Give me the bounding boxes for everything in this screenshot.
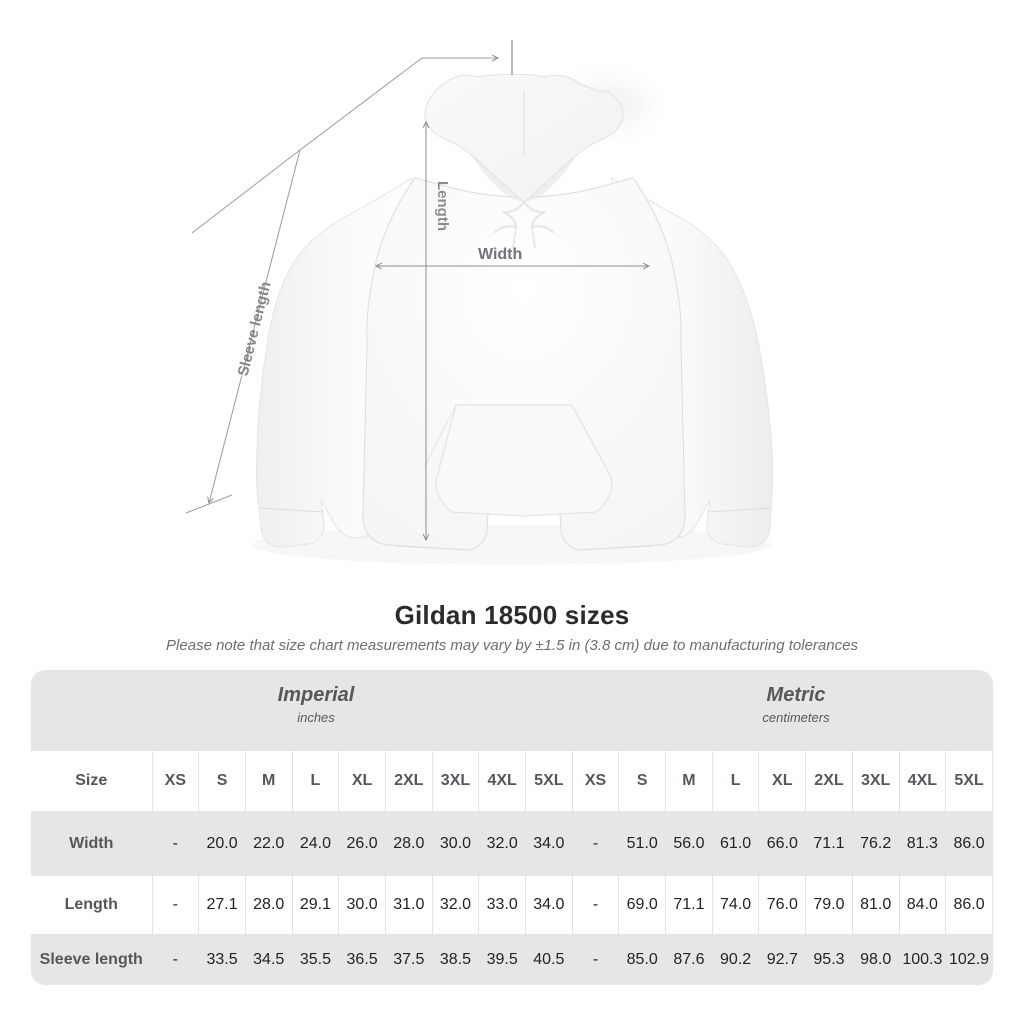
svg-text:Width: Width	[478, 246, 522, 263]
svg-text:Length: Length	[434, 181, 451, 231]
